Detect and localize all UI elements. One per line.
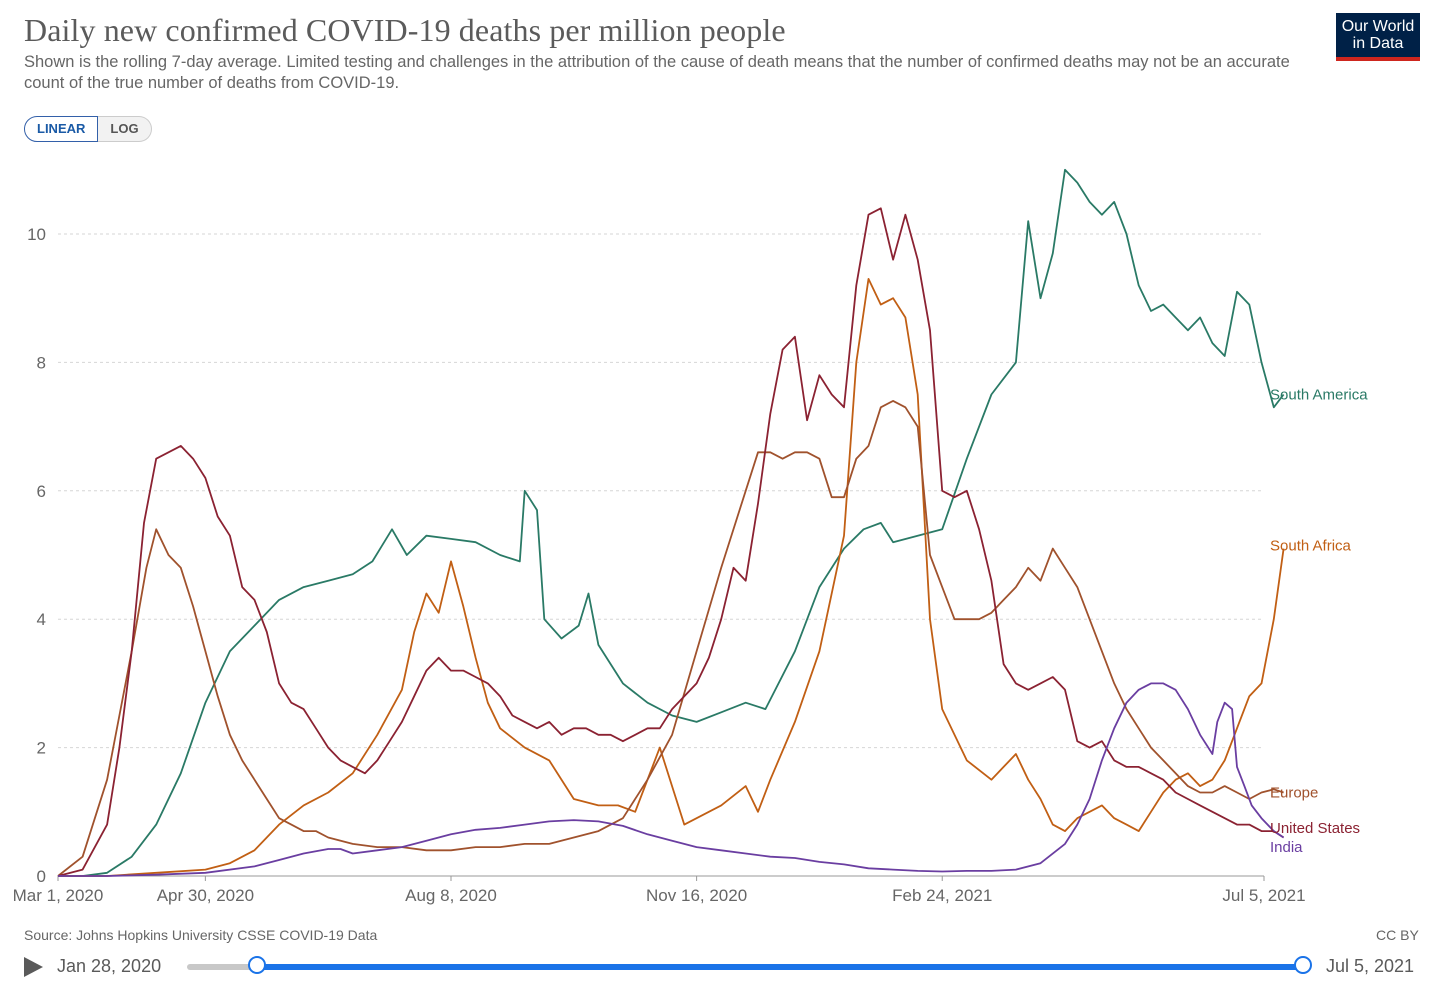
source-note[interactable]: Source: Johns Hopkins University CSSE CO… [24,927,378,943]
series-line-europe [57,400,1284,877]
series-line-india [58,682,1285,877]
x-tick-label: Apr 30, 2020 [157,886,254,905]
owid-logo[interactable]: Our World in Data [1336,13,1420,61]
series-label: South Africa [1270,537,1352,554]
series-label: South America [1270,387,1368,404]
log-scale-button[interactable]: LOG [98,116,152,142]
timeline-selected-range [257,964,1303,970]
x-tick-label: Aug 8, 2020 [405,886,497,905]
logo-line-1: Our World [1341,18,1415,35]
y-tick-label: 10 [27,225,46,244]
x-tick-label: Jul 5, 2021 [1222,886,1305,905]
series-label: United States [1270,820,1360,837]
series-label: Europe [1270,785,1318,802]
x-tick-label: Nov 16, 2020 [646,886,747,905]
chart-subtitle: Shown is the rolling 7-day average. Limi… [24,53,1290,92]
y-tick-label: 2 [37,739,46,758]
y-tick-label: 4 [37,610,46,629]
timeline-end-handle[interactable] [1294,956,1312,974]
series-line-united-states [57,207,1285,877]
timeline-start-label: Jan 28, 2020 [57,956,162,976]
series-line-south-africa [58,278,1285,877]
license-label[interactable]: CC BY [1376,927,1419,943]
chart-title: Daily new confirmed COVID-19 deaths per … [24,12,786,48]
play-icon[interactable] [24,957,43,977]
linear-scale-button[interactable]: LINEAR [24,116,99,142]
y-tick-label: 6 [37,482,46,501]
series-line-south-america [58,168,1285,877]
x-tick-label: Mar 1, 2020 [13,886,104,905]
line-chart: 0 2 4 6 8 10 Mar 1, 2020 Apr 30, 2020 Aug 8, 202… [13,168,1368,905]
series-label: India [1270,839,1303,856]
y-tick-label: 0 [37,867,46,886]
timeline-start-handle[interactable] [248,956,266,974]
timeline-end-label: Jul 5, 2021 [1326,956,1415,976]
scale-toggle: LINEAR LOG [24,116,152,142]
logo-line-2: in Data [1352,35,1404,52]
x-tick-label: Feb 24, 2021 [892,886,992,905]
y-tick-label: 8 [37,353,46,372]
